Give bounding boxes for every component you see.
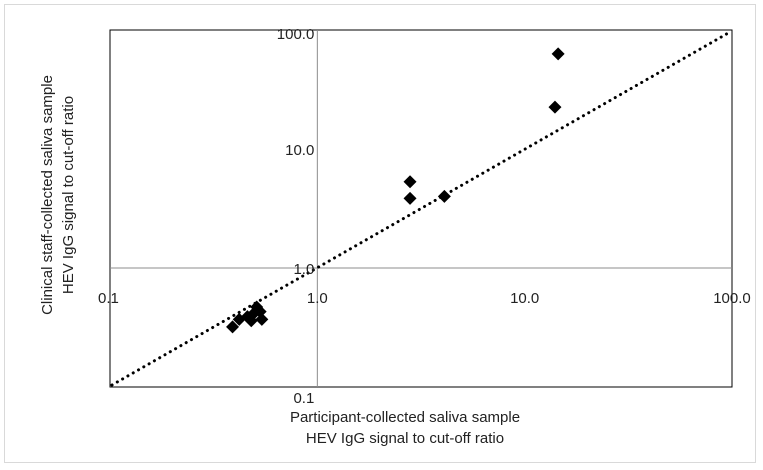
plot-area <box>109 29 733 388</box>
y-tick-label: 10.0 <box>285 142 314 159</box>
y-axis-title-line2: HEV IgG signal to cut-off ratio <box>60 96 77 294</box>
data-point-diamond <box>551 47 565 61</box>
y-tick-label: 1.0 <box>293 261 314 278</box>
x-axis-title-line1: Participant-collected saliva sample <box>290 409 520 426</box>
x-axis-title-line2: HEV IgG signal to cut-off ratio <box>306 430 504 447</box>
data-point-diamond <box>403 175 417 189</box>
grid-lines <box>110 30 732 387</box>
data-point-diamond <box>548 100 562 114</box>
y-tick-label: 100.0 <box>277 26 315 43</box>
data-points <box>226 47 565 334</box>
y-tick-labels: 0.1 1.0 10.0 100.0 <box>277 26 315 407</box>
plot-border <box>109 29 733 388</box>
identity-line-group <box>110 30 732 387</box>
y-tick-label: 0.1 <box>293 390 314 407</box>
x-tick-label: 1.0 <box>307 290 328 307</box>
x-tick-label: 100.0 <box>713 290 751 307</box>
data-point-diamond <box>437 189 451 203</box>
data-point-diamond <box>226 320 240 334</box>
y-axis-title-line1: Clinical staff-collected saliva sample <box>39 75 56 315</box>
x-tick-label: 0.1 <box>98 290 119 307</box>
x-tick-label: 10.0 <box>510 290 539 307</box>
x-tick-labels: 0.1 1.0 10.0 100.0 <box>98 290 751 307</box>
data-point-diamond <box>255 312 269 326</box>
data-point-diamond <box>403 191 417 205</box>
identity-line <box>110 30 732 387</box>
